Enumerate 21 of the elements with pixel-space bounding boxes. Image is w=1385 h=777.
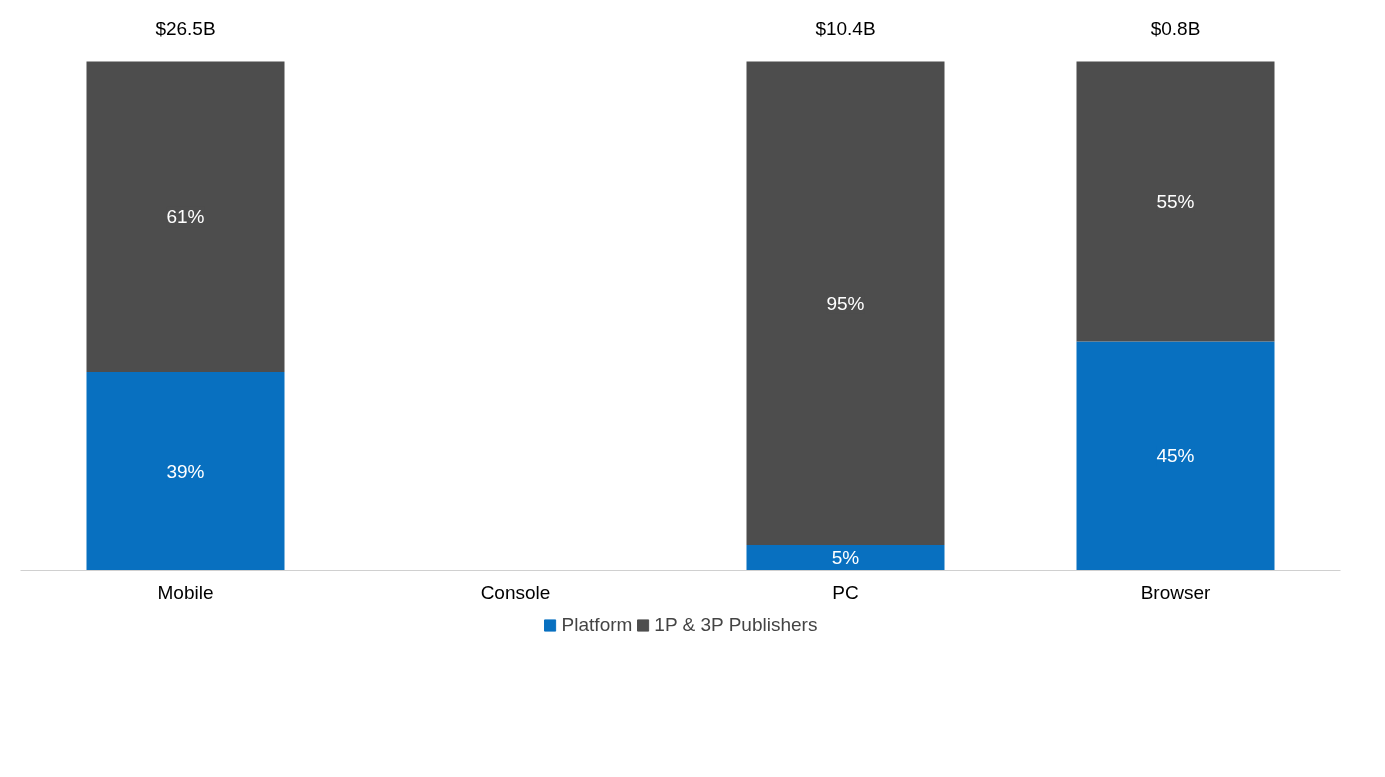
- bar: [746, 61, 945, 546]
- data-label: 61%: [166, 206, 205, 228]
- legend-label: 1P & 3P Publishers: [654, 614, 818, 636]
- data-label: 5%: [831, 547, 860, 568]
- data-label: 55%: [1156, 190, 1195, 212]
- x-tick-label: Mobile: [157, 581, 214, 603]
- x-tick-label: PC: [832, 581, 859, 603]
- data-label: 95%: [826, 292, 865, 314]
- data-label: 39%: [166, 460, 205, 482]
- annotation: $10.4B: [815, 18, 876, 40]
- data-label: 45%: [1156, 445, 1195, 467]
- annotation: $0.8B: [1150, 18, 1201, 40]
- annotation: $26.5B: [155, 18, 216, 40]
- bar: [86, 61, 285, 372]
- bar: [1076, 341, 1275, 571]
- bar: [746, 545, 945, 571]
- bar: [1076, 61, 1275, 342]
- x-tick-label: Browser: [1140, 581, 1212, 603]
- bar: [86, 371, 285, 571]
- x-tick-label: Console: [480, 581, 551, 603]
- legend-label: Platform: [561, 614, 633, 636]
